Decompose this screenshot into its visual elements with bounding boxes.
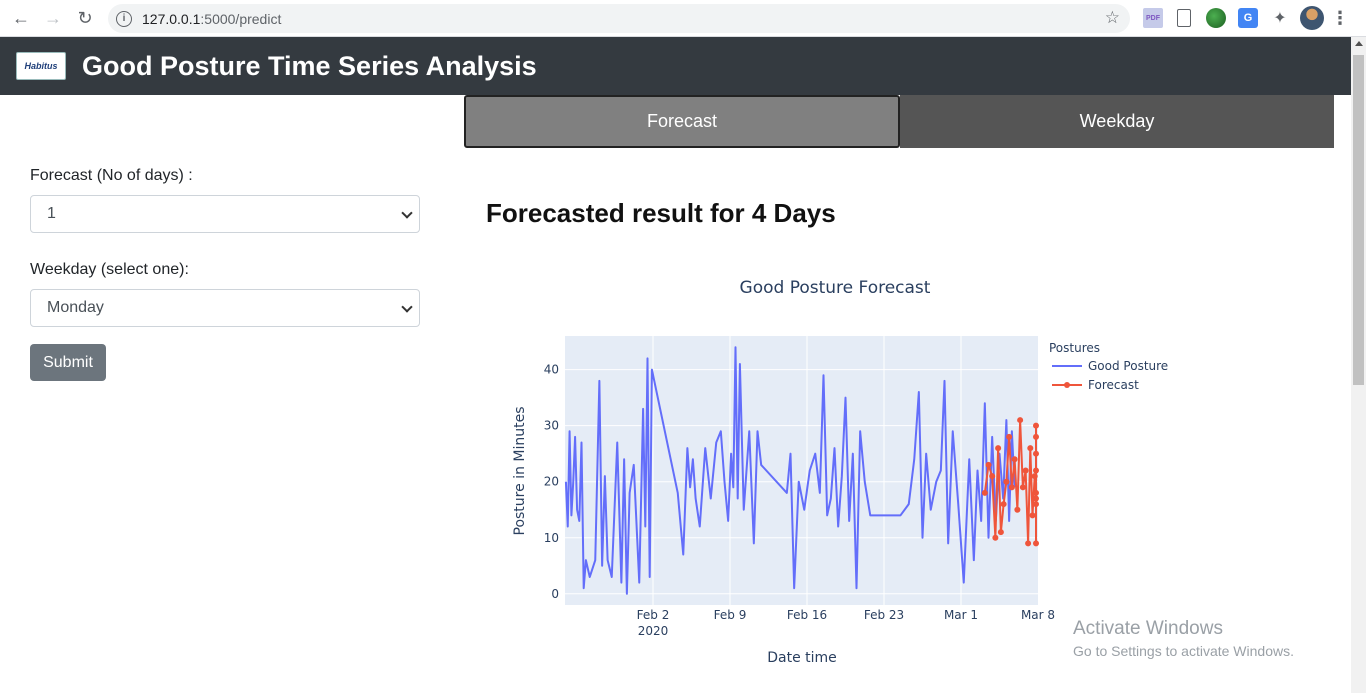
x-tick-year: 2020 bbox=[638, 624, 669, 638]
series-forecast[interactable] bbox=[981, 417, 1039, 547]
result-heading: Forecasted result for 4 Days bbox=[486, 198, 836, 228]
legend-title: Postures bbox=[1049, 341, 1100, 355]
forecast-point[interactable] bbox=[1025, 540, 1032, 547]
forecast-point[interactable] bbox=[1022, 467, 1029, 474]
page-scrollbar[interactable] bbox=[1351, 37, 1366, 693]
forecast-point[interactable] bbox=[985, 461, 992, 468]
url-host: 127.0.0.1 bbox=[142, 10, 201, 27]
url-path: :5000/predict bbox=[200, 10, 282, 27]
star-icon[interactable]: ☆ bbox=[1104, 8, 1120, 27]
y-tick-label: 40 bbox=[544, 363, 559, 377]
y-axis: 0 10 20 30 40 bbox=[544, 363, 559, 601]
forecast-days-value: 1 bbox=[47, 205, 56, 222]
y-tick-label: 10 bbox=[544, 531, 559, 545]
x-axis-label: Date time bbox=[767, 650, 837, 666]
legend-item-good-posture[interactable]: Good Posture bbox=[1052, 359, 1168, 373]
forecast-point[interactable] bbox=[1011, 456, 1018, 463]
forecast-point[interactable] bbox=[981, 489, 988, 496]
chevron-down-icon bbox=[401, 207, 413, 219]
habitus-logo: Habitus bbox=[16, 52, 66, 80]
plot-area[interactable] bbox=[565, 336, 1038, 605]
weekday-select[interactable]: Monday bbox=[30, 289, 420, 327]
chevron-down-icon bbox=[401, 301, 413, 313]
legend-label-forecast: Forecast bbox=[1088, 378, 1139, 392]
pdf-extension-icon[interactable]: PDF bbox=[1143, 8, 1163, 28]
x-tick-label: Mar 8 bbox=[1021, 608, 1055, 622]
x-tick-label: Feb 23 bbox=[864, 608, 904, 622]
scrollbar-thumb[interactable] bbox=[1353, 55, 1364, 385]
forecast-point[interactable] bbox=[1033, 450, 1039, 457]
forecast-point[interactable] bbox=[1027, 445, 1034, 452]
series-good-posture[interactable] bbox=[564, 346, 1016, 595]
legend-label-good-posture: Good Posture bbox=[1088, 359, 1168, 373]
x-tick-label: Mar 1 bbox=[944, 608, 978, 622]
globe-extension-icon[interactable] bbox=[1206, 8, 1226, 28]
submit-button[interactable]: Submit bbox=[30, 344, 106, 381]
forecast-point[interactable] bbox=[1019, 484, 1026, 491]
avatar[interactable] bbox=[1300, 6, 1324, 30]
forecast-days-select[interactable]: 1 bbox=[30, 195, 420, 233]
x-tick-label: Feb 9 bbox=[714, 608, 747, 622]
weekday-value: Monday bbox=[47, 299, 104, 316]
forecast-point[interactable] bbox=[1031, 473, 1038, 480]
forecast-point[interactable] bbox=[989, 473, 996, 480]
forecast-point[interactable] bbox=[995, 445, 1002, 452]
forecast-point[interactable] bbox=[1033, 467, 1039, 474]
windows-watermark-subtitle: Go to Settings to activate Windows. bbox=[1073, 643, 1294, 659]
forecast-point[interactable] bbox=[1000, 501, 1007, 508]
chart-title: Good Posture Forecast bbox=[740, 278, 931, 298]
forecast-point[interactable] bbox=[1033, 489, 1039, 496]
x-tick-label: Feb 2 bbox=[637, 608, 670, 622]
forecast-point[interactable] bbox=[1003, 478, 1010, 485]
info-icon[interactable]: i bbox=[116, 10, 132, 27]
url-text[interactable]: 127.0.0.1:5000/predict bbox=[142, 11, 281, 27]
page-title: Good Posture Time Series Analysis bbox=[82, 50, 537, 81]
forecast-point[interactable] bbox=[1029, 512, 1036, 519]
forecast-point[interactable] bbox=[1033, 433, 1039, 440]
y-axis-label: Posture in Minutes bbox=[512, 406, 528, 535]
forecast-point[interactable] bbox=[1033, 422, 1039, 429]
logo-text: Habitus bbox=[24, 61, 58, 71]
menu-icon[interactable]: ⋮ bbox=[1331, 7, 1349, 28]
series-line bbox=[564, 346, 1016, 595]
scroll-up-icon[interactable] bbox=[1355, 41, 1363, 46]
forecast-point[interactable] bbox=[1017, 417, 1024, 424]
browser-toolbar: ← → ↻ i 127.0.0.1:5000/predict ☆ PDF G ✦… bbox=[0, 0, 1366, 37]
forecast-days-label: Forecast (No of days) : bbox=[30, 167, 193, 184]
legend[interactable]: Postures Good Posture Forecast bbox=[1049, 341, 1168, 392]
translate-extension-icon[interactable]: G bbox=[1238, 8, 1258, 28]
forecast-point[interactable] bbox=[1006, 433, 1013, 440]
puzzle-icon[interactable]: ✦ bbox=[1273, 10, 1287, 27]
forward-icon[interactable]: → bbox=[44, 7, 62, 28]
app-header: Habitus Good Posture Time Series Analysi… bbox=[0, 37, 1351, 95]
tab-weekday[interactable]: Weekday bbox=[900, 95, 1334, 148]
y-tick-label: 30 bbox=[544, 419, 559, 433]
address-bar[interactable]: i 127.0.0.1:5000/predict ☆ bbox=[108, 4, 1130, 33]
y-tick-label: 20 bbox=[544, 475, 559, 489]
forecast-point[interactable] bbox=[1014, 506, 1021, 513]
forecast-point[interactable] bbox=[1033, 501, 1039, 508]
legend-item-forecast[interactable]: Forecast bbox=[1052, 378, 1139, 392]
forecast-point[interactable] bbox=[1033, 540, 1039, 547]
document-extension-icon[interactable] bbox=[1177, 9, 1191, 27]
y-tick-label: 0 bbox=[551, 587, 559, 601]
back-icon[interactable]: ← bbox=[12, 7, 30, 28]
tab-forecast[interactable]: Forecast bbox=[464, 95, 900, 148]
weekday-label: Weekday (select one): bbox=[30, 261, 189, 278]
forecast-point[interactable] bbox=[992, 534, 999, 541]
legend-marker-forecast bbox=[1064, 382, 1070, 388]
reload-icon[interactable]: ↻ bbox=[77, 7, 93, 28]
forecast-chart[interactable]: Good Posture Forecast 0 10 20 30 40 Feb 2 202… bbox=[500, 265, 1200, 675]
x-axis: Feb 2 2020 Feb 9 Feb 16 Feb 23 Mar 1 Mar 8 bbox=[637, 608, 1055, 638]
x-tick-label: Feb 16 bbox=[787, 608, 827, 622]
windows-watermark-title: Activate Windows bbox=[1073, 618, 1223, 639]
forecast-point[interactable] bbox=[997, 529, 1004, 536]
forecast-point[interactable] bbox=[1033, 495, 1039, 502]
forecast-point[interactable] bbox=[1008, 484, 1015, 491]
series-layer bbox=[564, 346, 1039, 595]
